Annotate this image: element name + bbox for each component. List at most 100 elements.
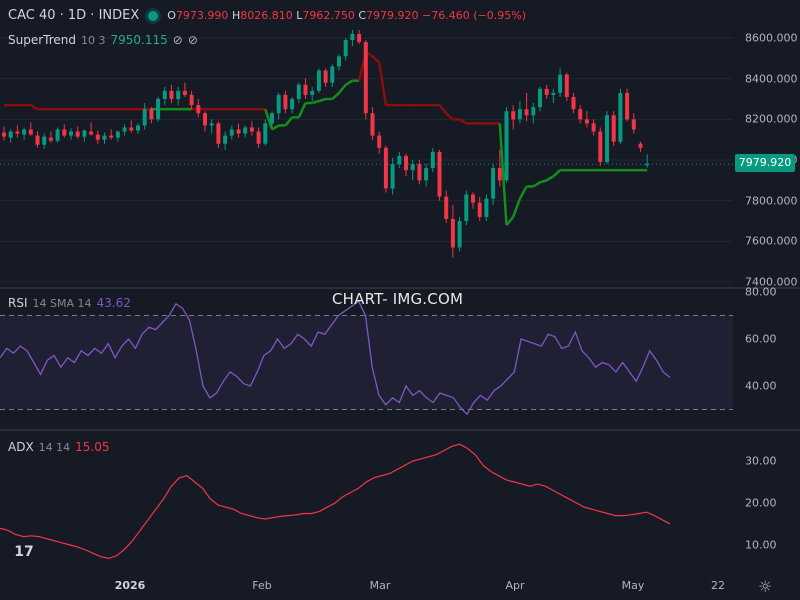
adx-legend[interactable]: ADX 14 14 15.05: [8, 440, 110, 454]
high-value: 8026.810: [240, 9, 293, 22]
candle-body: [42, 136, 47, 145]
candle-body: [296, 84, 301, 99]
price-axis-tick: 7800.000: [745, 194, 798, 208]
candle-body: [276, 94, 281, 114]
time-axis-tick: Apr: [505, 579, 525, 592]
symbol-title[interactable]: CAC 40 · 1D · INDEX: [8, 8, 140, 23]
candle-body: [283, 94, 288, 110]
adx-chart[interactable]: [0, 431, 733, 575]
rsi-band: [0, 315, 733, 410]
candle-body: [410, 164, 415, 171]
candle-body: [625, 92, 630, 120]
candle-body: [598, 131, 603, 163]
candle-body: [343, 40, 348, 57]
candle-body: [243, 127, 248, 134]
watermark: CHART- IMG.COM: [332, 290, 464, 308]
close-label: C: [358, 9, 367, 22]
candle-body: [82, 130, 87, 137]
candle-body: [450, 218, 455, 248]
supertrend-legend[interactable]: SuperTrend 10 3 7950.115 ⊘ ⊘: [8, 33, 198, 47]
rsi-axis-tick: 40.00: [745, 379, 777, 393]
supertrend-segment: [371, 55, 381, 64]
candle-body: [316, 70, 321, 91]
visibility-off-icon[interactable]: ⊘: [172, 33, 183, 47]
candle-body: [189, 94, 194, 106]
candle-body: [464, 194, 469, 221]
candle-body: [424, 168, 429, 181]
candle-body: [22, 129, 27, 135]
candle-body: [8, 131, 13, 138]
candle-body: [538, 88, 542, 108]
supertrend-segment: [539, 179, 548, 184]
candle-body: [62, 129, 67, 136]
candle-body: [263, 123, 268, 144]
supertrend-params: 10 3: [81, 33, 106, 47]
candle-body: [383, 147, 388, 189]
open-value: 7973.990: [175, 9, 229, 22]
price-pane[interactable]: [0, 0, 733, 287]
candle-body: [142, 109, 147, 126]
candle-body: [370, 113, 375, 136]
rsi-params: 14 SMA 14: [32, 296, 92, 310]
price-axis-tick: 8400.000: [745, 72, 798, 86]
adx-value: 15.05: [75, 440, 110, 454]
rsi-pane[interactable]: [0, 289, 733, 429]
candle-body: [136, 125, 140, 131]
candle-body: [169, 90, 174, 99]
candle-body: [2, 132, 6, 137]
open-label: O: [167, 9, 176, 22]
candle-body: [196, 105, 201, 114]
candle-body: [491, 168, 496, 199]
supertrend-segment: [30, 104, 39, 111]
settings-icon[interactable]: ☼: [758, 577, 773, 596]
candle-body: [551, 92, 556, 95]
supertrend-segment: [377, 62, 388, 106]
rsi-value: 43.62: [96, 296, 131, 310]
pane-separator[interactable]: [0, 287, 800, 289]
candle-body: [591, 123, 596, 132]
candle-body: [357, 33, 362, 43]
high-label: H: [231, 9, 241, 22]
rsi-legend[interactable]: RSI 14 SMA 14 43.62: [8, 296, 131, 310]
candle-body: [69, 131, 73, 136]
low-label: L: [296, 9, 303, 22]
supertrend-segment: [338, 83, 347, 94]
close-value: 7979.920: [366, 9, 419, 22]
price-axis-tick: 8200.000: [745, 112, 798, 126]
time-axis-tick: Mar: [369, 579, 391, 592]
time-axis[interactable]: 2026 Feb Mar Apr May 22: [0, 575, 733, 600]
rsi-chart[interactable]: [0, 289, 733, 429]
adx-pane[interactable]: [0, 431, 733, 575]
candle-body: [216, 123, 221, 144]
symbol-legend: CAC 40 · 1D · INDEX O7973.990 H8026.810 …: [8, 8, 526, 23]
candle-body: [484, 198, 489, 217]
tradingview-logo-icon[interactable]: 17: [8, 538, 40, 566]
candle-body: [109, 135, 114, 138]
supertrend-segment: [532, 181, 541, 188]
candle-body: [397, 155, 402, 165]
supertrend-segment: [498, 123, 508, 226]
supertrend-segment: [438, 104, 448, 115]
candle-body: [229, 129, 234, 136]
rsi-name: RSI: [8, 296, 28, 310]
candle-body: [149, 109, 154, 120]
pane-separator[interactable]: [0, 429, 800, 431]
candle-body: [290, 99, 295, 110]
price-axis[interactable]: 8600.0008400.0008200.0008000.0007800.000…: [733, 0, 800, 289]
rsi-axis-tick: 60.00: [745, 332, 777, 346]
adx-axis[interactable]: 30.00 20.00 10.00: [733, 431, 800, 575]
adx-axis-tick: 30.00: [745, 454, 777, 468]
supertrend-segment: [297, 102, 307, 118]
visibility-off-icon[interactable]: ⊘: [187, 33, 198, 47]
candle-body: [471, 194, 475, 203]
supertrend-segment: [331, 91, 340, 100]
time-axis-tick: May: [621, 579, 645, 592]
price-axis-tick: 7400.000: [745, 275, 798, 289]
rsi-axis[interactable]: 80.00 60.00 40.00: [733, 286, 800, 429]
supertrend-segment: [345, 79, 354, 86]
candle-body: [564, 74, 569, 97]
candle-body: [303, 84, 308, 95]
candle-body: [249, 127, 254, 132]
price-chart[interactable]: [0, 0, 733, 287]
candle-body: [162, 90, 167, 99]
